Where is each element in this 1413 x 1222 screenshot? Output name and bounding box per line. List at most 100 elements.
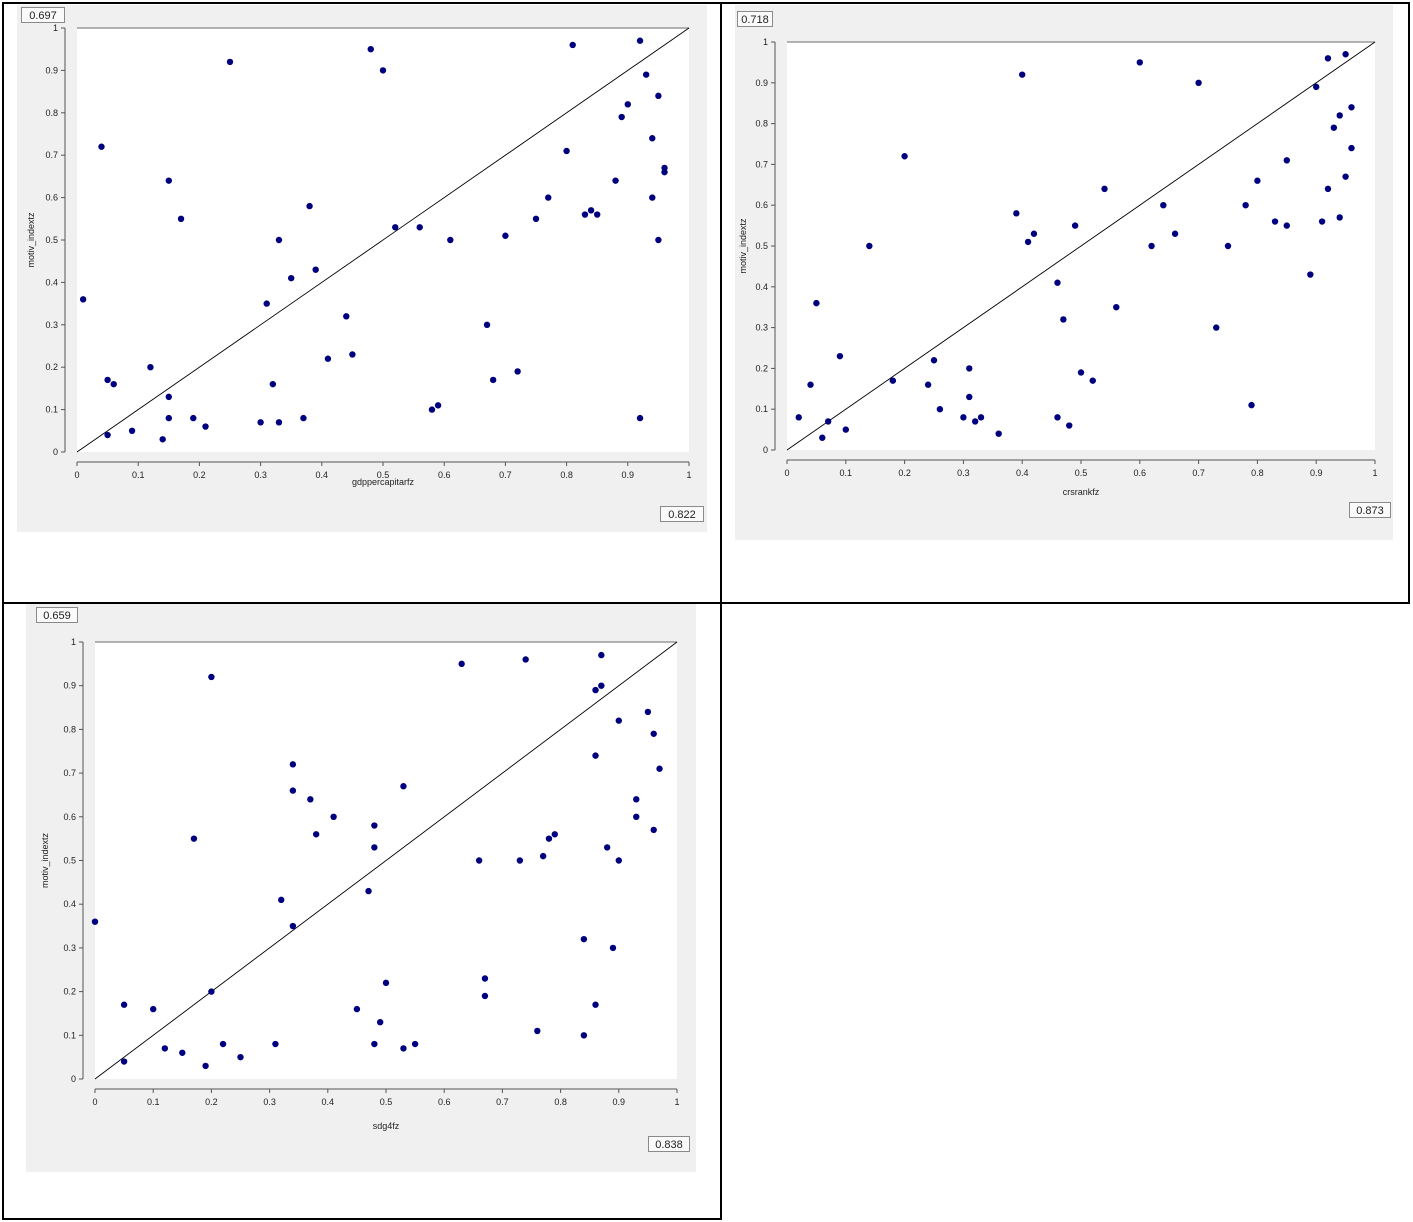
- scatter-point: [120, 1001, 128, 1008]
- scatter-point: [257, 419, 264, 426]
- table-border-middle: [2, 602, 1410, 604]
- x-tick-label: 1: [674, 1097, 679, 1107]
- y-tick-label: 0.1: [63, 1030, 76, 1040]
- scatter-point: [569, 41, 576, 49]
- x-tick-label: 0.2: [898, 468, 911, 478]
- scatter-point: [416, 224, 423, 231]
- scatter-point: [655, 92, 662, 100]
- scatter-point: [1060, 316, 1067, 323]
- scatter-point: [1013, 210, 1020, 217]
- r-value-box: 0.838: [648, 1136, 690, 1152]
- scatter-plot: 0 0.1 0.2 0.3 0.4 0.5 0.6 0.7 0.8 0.9 1 0 0.1 0.2 0.3 0…: [40, 637, 680, 1131]
- scatter-point: [458, 660, 465, 668]
- scatter-point: [91, 918, 99, 925]
- scatter-point: [655, 236, 662, 244]
- scatter-point: [128, 427, 136, 434]
- x-tick-label: 0.1: [147, 1097, 160, 1107]
- scatter-point: [1318, 218, 1326, 225]
- x-tick-label: 0.5: [377, 470, 390, 480]
- scatter-point: [1348, 104, 1355, 111]
- table-border-left: [2, 2, 4, 1220]
- y-tick-label: 0.7: [63, 768, 76, 778]
- scatter-point: [598, 651, 605, 659]
- scatter-point: [349, 351, 356, 358]
- y-tick-label: 0.7: [45, 150, 58, 160]
- scatter-point: [161, 1045, 169, 1052]
- scatter-point: [300, 414, 307, 422]
- scatter-point: [312, 266, 319, 273]
- x-tick-label: 0.2: [193, 470, 206, 480]
- scatter-point: [1330, 124, 1338, 131]
- scatter-point: [1066, 422, 1073, 429]
- y-tick-label: 0.6: [45, 193, 58, 203]
- y-tick-label: 1: [763, 37, 768, 47]
- scatter-point: [644, 708, 652, 716]
- scatter-point: [889, 377, 897, 384]
- corner-value-box: 0.659: [36, 607, 78, 623]
- x-axis-label: sdg4fz: [373, 1121, 400, 1131]
- reference-line: [786, 41, 1376, 451]
- scatter-point: [551, 831, 558, 838]
- x-tick-label: 0.6: [438, 470, 451, 480]
- y-tick-label: 0.3: [755, 323, 768, 333]
- scatter-point: [365, 887, 372, 895]
- x-tick-label: 0.8: [560, 470, 573, 480]
- scatter-point: [1213, 324, 1220, 331]
- scatter-point: [1089, 377, 1096, 384]
- scatter-point: [1054, 279, 1061, 286]
- scatter-point: [1342, 51, 1349, 58]
- x-tick-label: 0.3: [263, 1097, 276, 1107]
- scatter-point: [312, 831, 320, 838]
- reference-line: [94, 641, 678, 1080]
- y-tick-label: 0.9: [755, 78, 768, 88]
- y-tick-label: 0.1: [755, 404, 768, 414]
- x-tick-label: 0.7: [1192, 468, 1205, 478]
- scatter-point: [612, 177, 619, 184]
- y-tick-label: 0.3: [45, 320, 58, 330]
- y-tick-label: 0: [53, 447, 58, 457]
- scatter-point: [866, 242, 873, 250]
- scatter-point: [618, 113, 625, 121]
- x-tick-label: 1: [686, 470, 691, 480]
- scatter-point: [545, 835, 553, 842]
- scatter-point: [226, 58, 234, 66]
- scatter-point: [1336, 214, 1343, 221]
- x-tick-label: 0.7: [499, 470, 512, 480]
- scatter-plot: 0 0.1 0.2 0.3 0.4 0.5 0.6 0.7 0.8 0.9 1 0 0.1 0.2 0.3 0…: [738, 37, 1378, 497]
- scatter-point: [371, 822, 378, 829]
- x-tick-label: 0.4: [1016, 468, 1029, 478]
- scatter-point: [580, 1032, 588, 1039]
- y-tick-label: 0.5: [755, 241, 768, 251]
- x-tick-label: 0.9: [622, 470, 635, 480]
- scatter-point: [1019, 71, 1026, 78]
- scatter-point: [307, 796, 314, 803]
- scatter-point: [592, 1001, 599, 1008]
- scatter-point: [636, 37, 644, 44]
- scatter-point: [924, 381, 932, 388]
- scatter-point: [289, 787, 297, 794]
- scatter-point: [177, 215, 185, 222]
- scatter-point: [289, 761, 297, 768]
- y-tick-label: 0.2: [755, 363, 768, 373]
- scatter-point: [1113, 304, 1120, 311]
- scatter-point: [1324, 185, 1332, 193]
- scatter-point: [534, 1027, 541, 1035]
- scatter-point: [1101, 185, 1108, 193]
- y-tick-label: 0.8: [63, 724, 76, 734]
- y-axis-label: motiv_indextz: [26, 212, 36, 268]
- scatter-point: [1030, 230, 1038, 237]
- scatter-point: [400, 1045, 407, 1052]
- scatter-point: [1224, 242, 1232, 250]
- y-tick-label: 0.8: [45, 108, 58, 118]
- scatter-point: [609, 944, 617, 952]
- y-tick-label: 0.4: [45, 277, 58, 287]
- scatter-point: [649, 135, 656, 142]
- x-tick-label: 0.7: [496, 1097, 509, 1107]
- x-tick-label: 0.8: [554, 1097, 567, 1107]
- scatter-point: [522, 656, 529, 663]
- r-value-box: 0.822: [660, 506, 704, 522]
- scatter-point: [382, 979, 390, 987]
- scatter-point: [1242, 202, 1249, 209]
- x-tick-label: 0.5: [1075, 468, 1088, 478]
- y-axis-label: motiv_indextz: [738, 218, 748, 274]
